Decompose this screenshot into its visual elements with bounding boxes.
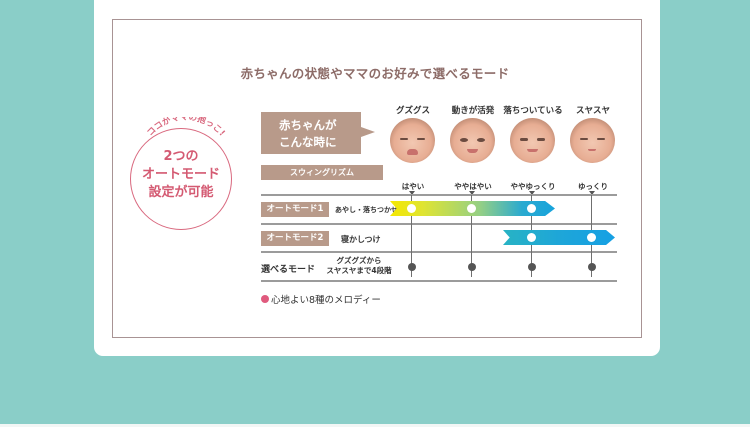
- tick-marker-icon: [589, 191, 595, 195]
- speed-label-slow: ゆっくり: [578, 182, 608, 191]
- mode-point: [527, 233, 536, 242]
- badge-line-3: 設定が可能: [148, 185, 214, 200]
- bullet-dot-icon: [261, 295, 269, 303]
- grid-line: [261, 194, 617, 196]
- speed-label-somewhat-fast: ややはやい: [454, 182, 492, 191]
- baby-face-active: [450, 118, 495, 163]
- speed-label-somewhat-slow: ややゆっくり: [510, 182, 556, 191]
- grid-line: [261, 251, 617, 253]
- selectable-desc-line-2: スヤスヤまで4段階: [326, 266, 392, 275]
- baby-face-sleeping: [570, 118, 615, 163]
- level-point: [468, 263, 476, 271]
- grid-line: [261, 223, 617, 225]
- level-point: [408, 263, 416, 271]
- state-label-fussy: グズグス: [395, 106, 430, 116]
- badge-line-1: 2つの: [163, 149, 199, 164]
- diagram-frame: [112, 19, 642, 338]
- tick-marker-icon: [529, 191, 535, 195]
- selectable-mode-desc: グズグズから スヤスヤまで4段階: [318, 256, 400, 276]
- melody-text: 心地よい8種のメロディー: [271, 295, 381, 306]
- speed-axis-line: [411, 195, 413, 277]
- mode-point: [407, 204, 416, 213]
- melody-note: 心地よい8種のメロディー: [261, 292, 381, 306]
- bottom-strip: [0, 424, 750, 427]
- auto-mode-2-desc: 寝かしつけ: [341, 235, 381, 244]
- badge-line-2: オートモード: [141, 167, 220, 182]
- mode-point: [467, 204, 476, 213]
- speed-axis-line: [471, 195, 473, 277]
- state-label-calm: 落ちついている: [503, 106, 563, 116]
- tick-marker-icon: [409, 191, 415, 195]
- mode-point: [527, 204, 536, 213]
- grid-line: [261, 280, 617, 282]
- selectable-desc-line-1: グズグズから: [336, 256, 382, 265]
- selectable-mode-label: 選べるモード: [261, 265, 316, 275]
- mode-point: [587, 233, 596, 242]
- baby-condition-bubble: 赤ちゃんが こんな時に: [261, 112, 361, 154]
- speed-label-fast: はやい: [401, 182, 425, 191]
- feature-badge-circle: [130, 128, 232, 230]
- baby-face-calm: [510, 118, 555, 163]
- auto-mode-2-tag: オートモード2: [261, 231, 329, 246]
- swing-rhythm-label: スウィングリズム: [261, 165, 383, 180]
- auto-mode-1-tag: オートモード1: [261, 202, 329, 217]
- auto-mode-2-range-arrow: [503, 230, 615, 245]
- bubble-line-1: 赤ちゃんが: [279, 118, 337, 132]
- state-label-asleep: スヤスヤ: [575, 106, 610, 116]
- bubble-tail: [361, 127, 375, 137]
- state-label-active: 動きが活発: [451, 106, 495, 116]
- level-point: [528, 263, 536, 271]
- feature-badge-text: 2つの オートモード 設定が可能: [130, 148, 232, 202]
- tick-marker-icon: [469, 191, 475, 195]
- section-title: 赤ちゃんの状態やママのお好みで選べるモード: [240, 66, 510, 81]
- bubble-line-2: こんな時に: [279, 135, 337, 149]
- baby-face-crying: [390, 118, 435, 163]
- auto-mode-1-desc: あやし・落ちつかせ: [335, 206, 398, 214]
- level-point: [588, 263, 596, 271]
